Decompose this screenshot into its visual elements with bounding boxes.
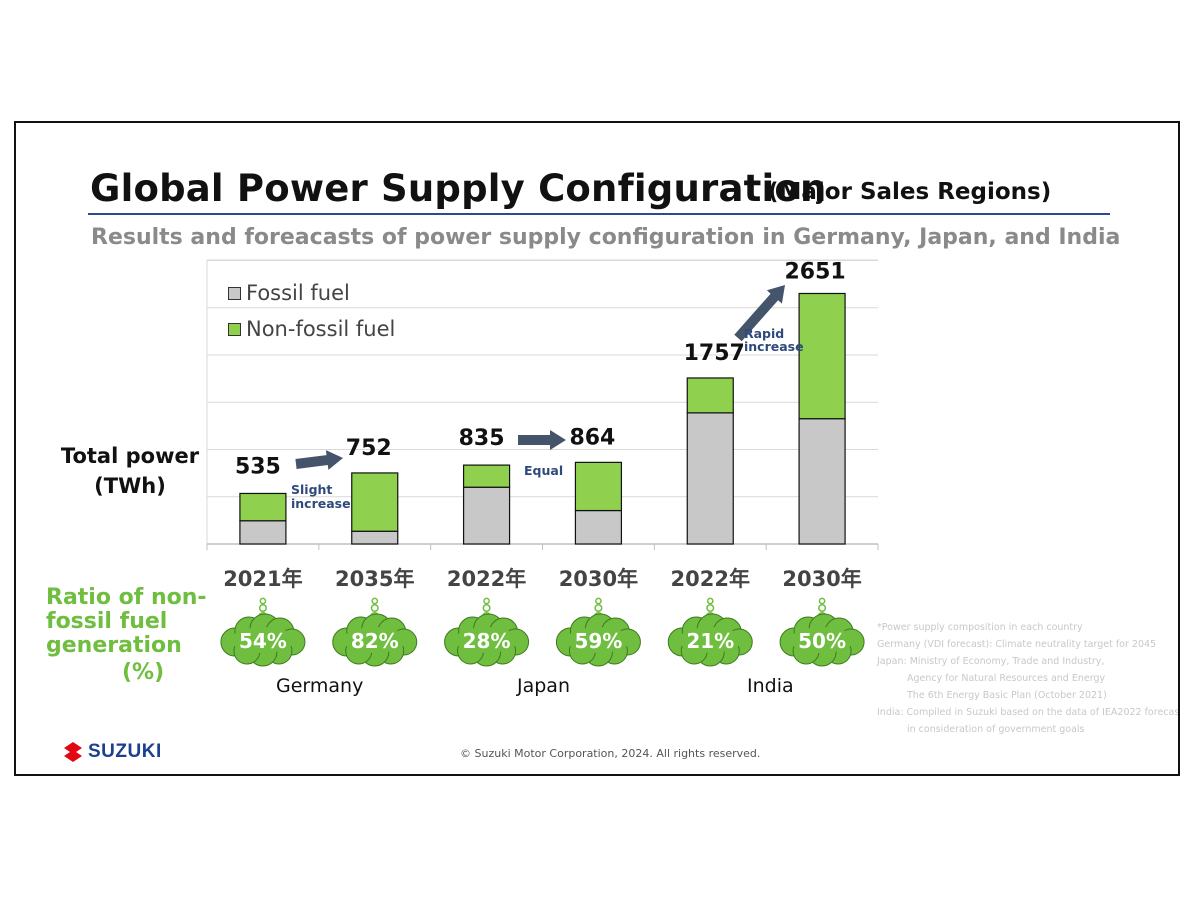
ratio-connector-dot	[483, 597, 490, 605]
total-value-label: 2651	[784, 259, 845, 284]
note-line: Japan: Ministry of Economy, Trade and In…	[877, 656, 1105, 667]
total-value-label: 752	[346, 436, 392, 461]
source-notes: *Power supply composition in each countr…	[877, 619, 1180, 738]
page-subtitle: Results and foreacasts of power supply c…	[91, 225, 1121, 250]
y-axis-title-line2: (TWh)	[94, 474, 166, 498]
bar-fossil	[462, 486, 511, 545]
ratio-cloud-fill	[454, 627, 519, 653]
annotation-equal: Equal	[524, 463, 563, 478]
country-label-japan: Japan	[517, 675, 570, 697]
legend-item-fossil: Fossil fuel	[228, 281, 350, 305]
ratio-value: 28%	[463, 629, 511, 653]
slide: Global Power Supply Configuration (Major…	[14, 121, 1180, 776]
logo-text: SUZUKI	[88, 741, 162, 762]
total-value-label: 1757	[684, 341, 745, 366]
note-line: Agency for Natural Resources and Energy	[907, 673, 1106, 684]
y-axis-title: Total power (TWh)	[60, 441, 200, 501]
ratio-connector-dot	[706, 603, 715, 613]
note-line: *Power supply composition in each countr…	[877, 622, 1083, 633]
ratio-connector-dot	[371, 597, 379, 605]
annotation-rapid-increase-line2: increase	[744, 339, 804, 354]
ratio-value: 21%	[686, 629, 734, 653]
annotation-slight-increase-line2: increase	[291, 496, 351, 511]
ratio-cloud-fill	[790, 627, 855, 653]
ratio-connector-dot	[482, 603, 491, 613]
suzuki-logo: SUZUKI	[62, 741, 162, 763]
total-value-label: 535	[235, 454, 281, 479]
x-tick-label: 2022年	[447, 567, 526, 591]
note-line: Germany (VDI forecast): Climate neutrali…	[877, 639, 1157, 650]
legend-label-fossil: Fossil fuel	[246, 281, 350, 305]
ratio-value: 82%	[351, 629, 399, 653]
ratio-connector-dot	[706, 597, 714, 605]
trend-arrow	[295, 450, 343, 470]
legend-swatch-fossil	[228, 286, 241, 300]
total-value-label: 835	[459, 426, 505, 451]
note-line: in consideration of government goals	[907, 724, 1085, 735]
ratio-connector-dot	[594, 603, 603, 613]
page-title: Global Power Supply Configuration	[90, 167, 827, 210]
x-tick-label: 2035年	[335, 567, 414, 591]
ratio-title-line2: fossil fuel	[46, 609, 168, 634]
ratio-title: Ratio of non- fossil fuel generation	[46, 586, 221, 658]
bar-non-fossil	[462, 464, 511, 488]
x-tick-label: 2030年	[559, 567, 638, 591]
trend-arrow	[518, 430, 566, 450]
ratio-value: 50%	[798, 629, 846, 653]
ratio-connector-dot	[818, 597, 826, 605]
ratio-title-line3: generation	[46, 633, 182, 658]
title-underline	[88, 213, 1110, 215]
total-value-label: 864	[569, 425, 615, 450]
annotation-slight-increase-line1: Slight	[291, 482, 332, 497]
ratio-cloud-fill	[566, 627, 631, 653]
x-tick-label: 2022年	[671, 567, 750, 591]
bar-fossil	[351, 530, 399, 545]
note-line: The 6th Energy Basic Plan (October 2021)	[907, 690, 1107, 701]
stacked-bar-chart: 2021年 54% 2035年 82% 2022年 28% 2030年 59% 2022年 21%…	[206, 259, 879, 667]
bar-fossil	[798, 418, 846, 545]
note-line: India: Compiled in Suzuki based on the d…	[877, 707, 1180, 718]
x-tick-label: 2030年	[782, 567, 861, 591]
copyright: © Suzuki Motor Corporation, 2024. All ri…	[460, 747, 761, 760]
ratio-value: 59%	[574, 629, 622, 653]
ratio-cloud-fill	[678, 627, 743, 653]
bar-non-fossil	[574, 461, 623, 512]
ratio-connector-dot	[258, 603, 267, 613]
country-label-india: India	[747, 675, 794, 697]
ratio-connector-dot	[259, 597, 267, 605]
ratio-title-line1: Ratio of non-	[46, 585, 207, 610]
ratio-cloud-fill	[342, 627, 407, 653]
ratio-connector-dot	[595, 597, 602, 605]
bar-non-fossil	[798, 292, 846, 420]
trend-arrow	[734, 285, 785, 342]
ratio-connector-dot	[370, 603, 379, 613]
bar-non-fossil	[686, 377, 734, 414]
country-label-germany: Germany	[276, 675, 364, 697]
page-title-qualifier: (Major Sales Regions)	[768, 179, 1052, 205]
bar-fossil	[574, 509, 623, 545]
bar-non-fossil	[239, 492, 287, 522]
y-axis-title-line1: Total power	[60, 444, 200, 468]
legend-label-non-fossil: Non-fossil fuel	[246, 317, 396, 341]
legend-swatch-non-fossil	[228, 322, 241, 336]
annotation-rapid-increase-line1: Rapid	[744, 326, 784, 341]
bar-fossil	[239, 520, 287, 545]
x-tick-label: 2021年	[223, 567, 302, 591]
ratio-connector-dot	[818, 603, 827, 613]
legend-item-non-fossil: Non-fossil fuel	[228, 317, 395, 341]
bar-non-fossil	[351, 472, 399, 532]
ratio-unit: (%)	[122, 660, 165, 685]
ratio-cloud-fill	[230, 627, 295, 653]
ratio-value: 54%	[239, 629, 287, 653]
bar-fossil	[686, 412, 734, 545]
suzuki-s-icon	[64, 742, 82, 762]
